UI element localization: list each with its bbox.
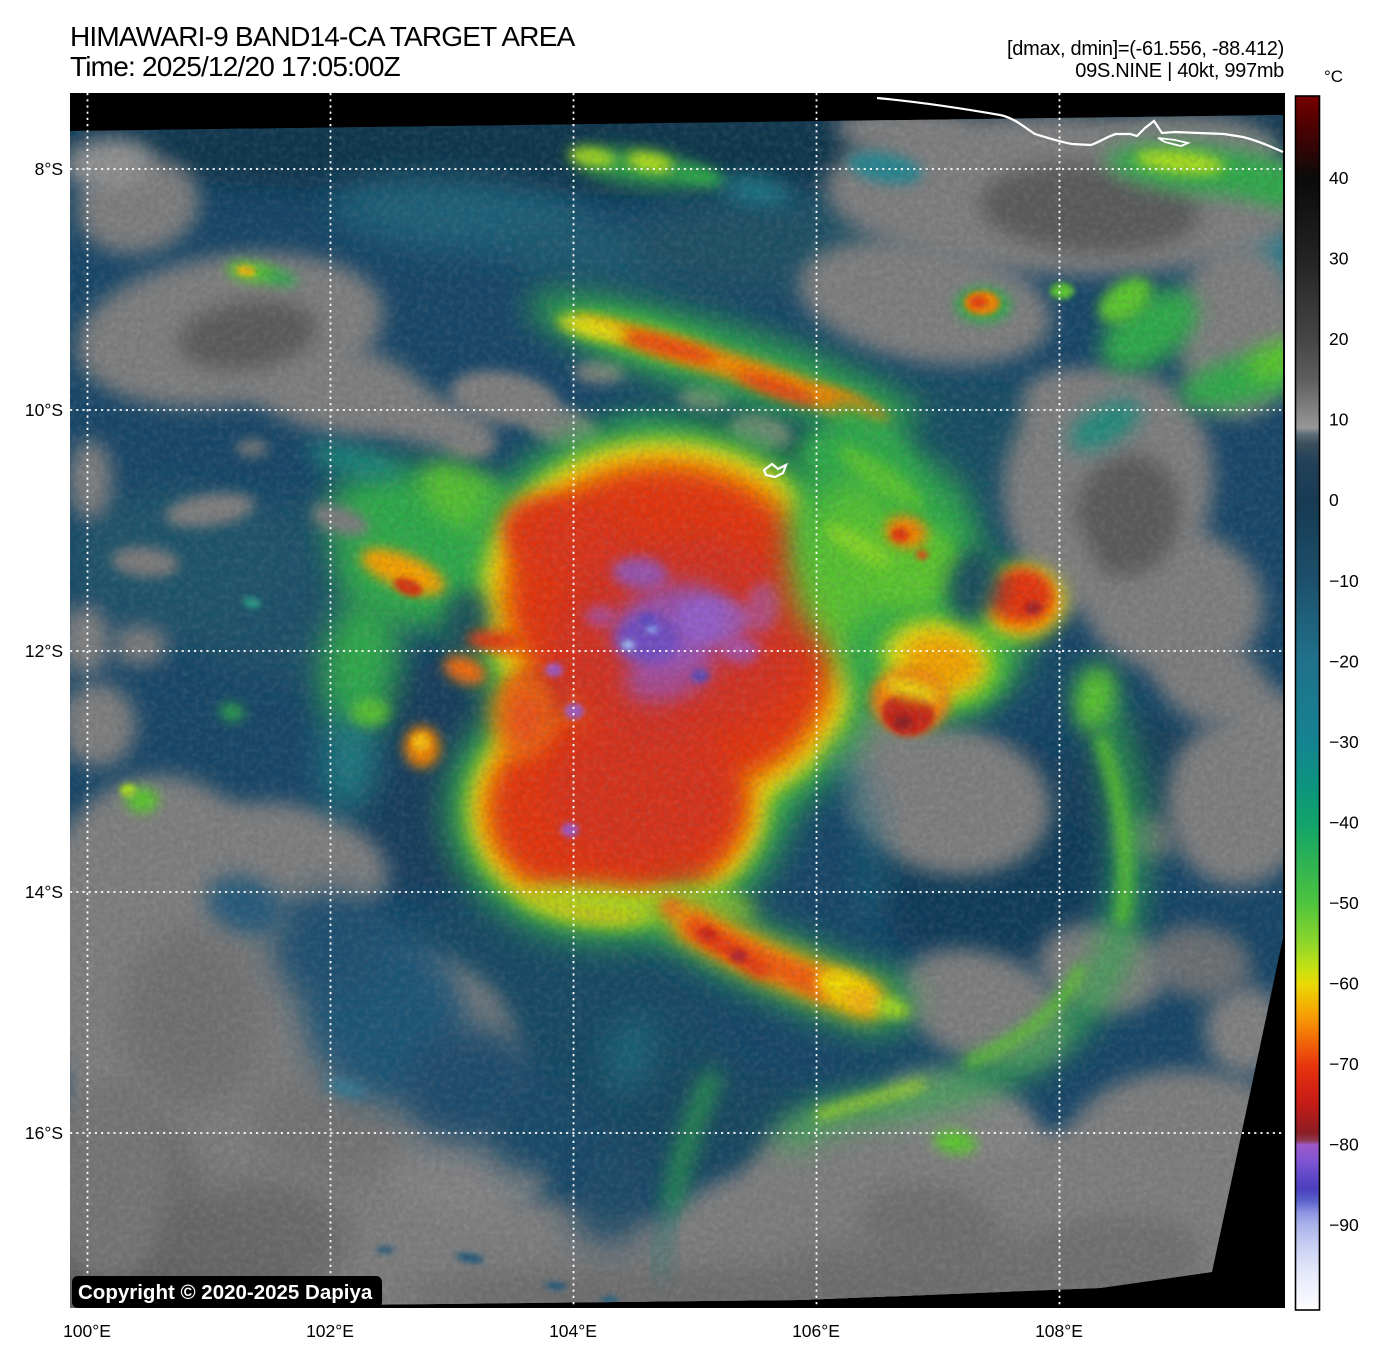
svg-text:10: 10 — [1329, 410, 1349, 430]
svg-text:102°E: 102°E — [306, 1321, 354, 1341]
svg-text:−80: −80 — [1329, 1135, 1359, 1155]
svg-text:−50: −50 — [1329, 893, 1359, 913]
svg-text:−10: −10 — [1329, 571, 1359, 591]
svg-text:09S.NINE | 40kt, 997mb: 09S.NINE | 40kt, 997mb — [1075, 60, 1284, 82]
svg-text:−40: −40 — [1329, 812, 1359, 832]
svg-text:0: 0 — [1329, 490, 1339, 510]
svg-text:100°E: 100°E — [63, 1321, 111, 1341]
svg-text:°C: °C — [1324, 67, 1343, 86]
svg-text:106°E: 106°E — [792, 1321, 840, 1341]
svg-text:40: 40 — [1329, 168, 1349, 188]
svg-text:30: 30 — [1329, 249, 1349, 269]
svg-text:20: 20 — [1329, 329, 1349, 349]
svg-text:Copyright © 2020-2025 Dapiya: Copyright © 2020-2025 Dapiya — [78, 1281, 373, 1304]
svg-text:108°E: 108°E — [1035, 1321, 1083, 1341]
svg-text:12°S: 12°S — [25, 641, 63, 661]
svg-text:−60: −60 — [1329, 974, 1359, 994]
svg-text:16°S: 16°S — [25, 1123, 63, 1143]
svg-text:104°E: 104°E — [549, 1321, 597, 1341]
svg-text:−20: −20 — [1329, 651, 1359, 671]
svg-text:−90: −90 — [1329, 1215, 1359, 1235]
svg-text:14°S: 14°S — [25, 882, 63, 902]
svg-text:−30: −30 — [1329, 732, 1359, 752]
svg-text:−70: −70 — [1329, 1054, 1359, 1074]
svg-text:8°S: 8°S — [35, 159, 63, 179]
svg-text:HIMAWARI-9 BAND14-CA TARGET AR: HIMAWARI-9 BAND14-CA TARGET AREA — [70, 21, 576, 52]
svg-text:10°S: 10°S — [25, 400, 63, 420]
svg-text:Time: 2025/12/20 17:05:00Z: Time: 2025/12/20 17:05:00Z — [70, 51, 401, 82]
svg-text:[dmax, dmin]=(-61.556, -88.412: [dmax, dmin]=(-61.556, -88.412) — [1007, 38, 1284, 60]
